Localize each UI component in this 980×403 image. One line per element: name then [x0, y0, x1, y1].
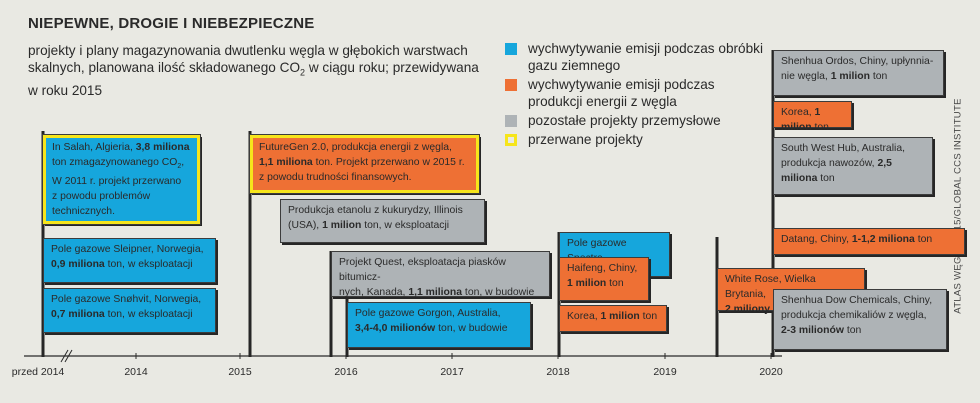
event-text-line: FutureGen 2.0, produkcja energii z węgla… [259, 142, 452, 153]
event-text-line: nych, Kanada, 1,1 miliona ton, w budowie [339, 287, 535, 298]
chart-subtitle: projekty i plany magazynowania dwutlenku… [28, 43, 479, 98]
event-text-line: ton zmagazynowanego CO2, [52, 157, 185, 171]
event-text-line: produkcja nawozów, 2,5 [781, 158, 892, 169]
legend: wychwytywanie emisji podczas obróbki gaz… [505, 40, 765, 150]
event-text-line: South West Hub, Australia, [781, 143, 905, 154]
event-text-line: 1 milion ton [567, 278, 624, 289]
event-box: Korea, 1 milion ton [559, 305, 667, 332]
legend-item-coal: wychwytywanie emisji podczas produkcji e… [505, 76, 765, 110]
event-text-line: Shenhua Dow Chemicals, Chiny, [781, 295, 933, 306]
event-box: FutureGen 2.0, produkcja energii z węgla… [249, 134, 480, 194]
legend-swatch-orange [505, 79, 517, 91]
event-text-line: Pole gazowe Gorgon, Australia, [355, 308, 501, 319]
event-text-line: Korea, 1 milion ton [567, 311, 658, 322]
axis-break [64, 349, 73, 363]
event-box: Shenhua Ordos, Chiny, upłynnia-nie węgla… [773, 50, 944, 96]
chart-title: NIEPEWNE, DROGIE I NIEBEZPIECZNE [28, 15, 315, 32]
legend-item-stopped: przerwane projekty [505, 131, 765, 148]
event-text-line: technicznych. [52, 206, 115, 218]
event-box: Datang, Chiny, 1-1,2 miliona ton [773, 228, 965, 255]
tick-label: 2014 [124, 366, 148, 378]
event-text-line: 0,9 miliona ton, w eksploatacji [51, 259, 193, 270]
event-box: Korea, 1 milion ton [773, 101, 852, 133]
event-text-line: Pole gazowe Sleipner, Norwegia, [51, 244, 204, 255]
event-box: Shenhua Dow Chemicals, Chiny, produkcja c… [773, 289, 947, 350]
event-text-line: Shenhua Ordos, Chiny, upłynnia- [781, 56, 934, 67]
legend-item-other: pozostałe projekty przemysłowe [505, 112, 765, 129]
event-text-line: In Salah, Algieria, 3,8 miliona [52, 142, 190, 153]
event-text-line: Pole gazowe Snøhvit, Norwegia, [51, 294, 202, 305]
event-text-line: z powodu trudności finansowych. [259, 172, 412, 183]
event-text-line: Haifeng, Chiny, [567, 263, 638, 274]
tick-label: 2019 [653, 366, 677, 378]
event-text-line: miliona ton [781, 173, 835, 184]
event-text-line: 3,4-4,0 milionów ton, w budowie [355, 323, 508, 334]
tick-label: 2016 [334, 366, 358, 378]
tick-label: 2020 [759, 366, 783, 378]
event-text-line: 1,1 miliona ton. Projekt przerwano w 201… [259, 157, 465, 168]
tick-label: 2015 [228, 366, 252, 378]
tick-label: przed 2014 [11, 366, 65, 378]
event-box: Pole gazowe Snøhvit, Norwegia, 0,7 milion… [43, 288, 216, 333]
legend-swatch-blue [505, 43, 517, 55]
event-text-line: Datang, Chiny, 1-1,2 miliona ton [781, 234, 933, 245]
event-text-line: nie węgla, 1 milion ton [781, 71, 888, 82]
event-text-line: White Rose, Wielka Brytania, [725, 274, 816, 300]
event-text-line: 2-3 milionów ton [781, 325, 862, 336]
event-box: Haifeng, Chiny, 1 milion ton [559, 257, 649, 301]
event-box: Pole gazowe Sleipner, Norwegia, 0,9 milio… [43, 238, 216, 283]
legend-swatch-yellow [505, 134, 517, 146]
event-text-line: z powodu problemów [52, 191, 151, 203]
event-box: Pole gazowe Gorgon, Australia, 3,4-4,0 mi… [347, 302, 531, 348]
event-text-line: (USA), 1 milion ton, w eksploatacji [288, 220, 450, 231]
event-text-line: Korea, 1 milion ton [781, 107, 829, 133]
event-text-line: produkcja chemikaliów z węgla, [781, 310, 927, 321]
event-box: Produkcja etanolu z kukurydzy, Illinois (… [280, 199, 485, 243]
event-text-line: Produkcja etanolu z kukurydzy, Illinois [288, 205, 463, 216]
event-text-line: Projekt Quest, eksploatacja piasków bitu… [339, 257, 506, 283]
tick-label: 2017 [440, 366, 464, 378]
event-box: In Salah, Algieria, 3,8 miliona ton zmaga… [42, 134, 201, 225]
event-text-line: W 2011 r. projekt przerwano [52, 176, 182, 188]
axis-break [60, 349, 69, 363]
event-box: Projekt Quest, eksploatacja piasków bitu… [331, 251, 550, 298]
tick-label: 2018 [546, 366, 570, 378]
legend-item-gas: wychwytywanie emisji podczas obróbki gaz… [505, 40, 765, 74]
event-box: South West Hub, Australia, produkcja nawo… [773, 137, 933, 195]
legend-swatch-gray [505, 115, 517, 127]
event-text-line: 0,7 miliona ton, w eksploatacji [51, 309, 193, 320]
